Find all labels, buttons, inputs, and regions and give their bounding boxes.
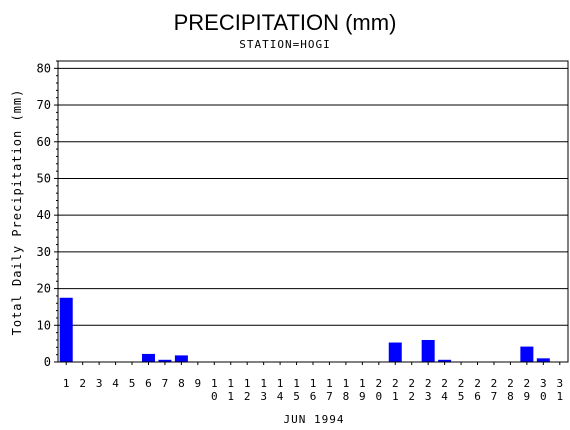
bar-day-6	[141, 353, 155, 362]
x-axis-label: JUN 1994	[284, 413, 345, 426]
x-tick-label: 8	[178, 377, 185, 390]
bar-day-8	[174, 355, 188, 362]
x-tick-label: 3	[96, 377, 103, 390]
x-tick-label: 2	[79, 377, 86, 390]
y-tick-label: 40	[37, 208, 51, 222]
x-tick-label: 9	[195, 377, 202, 390]
y-tick-label: 10	[37, 318, 51, 332]
x-tick-label: 6	[145, 377, 152, 390]
y-tick-label: 80	[37, 61, 51, 75]
y-tick-label: 30	[37, 245, 51, 259]
bar-day-1	[59, 297, 73, 362]
chart-subtitle: STATION=HOGI	[239, 38, 330, 51]
y-tick-label: 0	[44, 355, 51, 369]
bar-day-30	[536, 358, 550, 362]
bar-day-21	[388, 342, 402, 362]
y-tick-label: 60	[37, 135, 51, 149]
bar-day-23	[421, 339, 435, 362]
y-tick-label: 70	[37, 98, 51, 112]
y-tick-label: 50	[37, 171, 51, 185]
x-tick-label: 1	[63, 377, 70, 390]
x-tick-label: 7	[162, 377, 169, 390]
chart-title: PRECIPITATION (mm)	[174, 10, 397, 35]
plot-frame	[57, 60, 569, 363]
bar-day-7	[158, 359, 172, 362]
y-axis-label: Total Daily Precipitation (mm)	[10, 89, 24, 336]
bar-day-29	[520, 346, 534, 362]
bar-day-24	[438, 359, 452, 362]
x-tick-label: 4	[112, 377, 119, 390]
y-tick-label: 20	[37, 282, 51, 296]
x-tick-label: 5	[129, 377, 136, 390]
